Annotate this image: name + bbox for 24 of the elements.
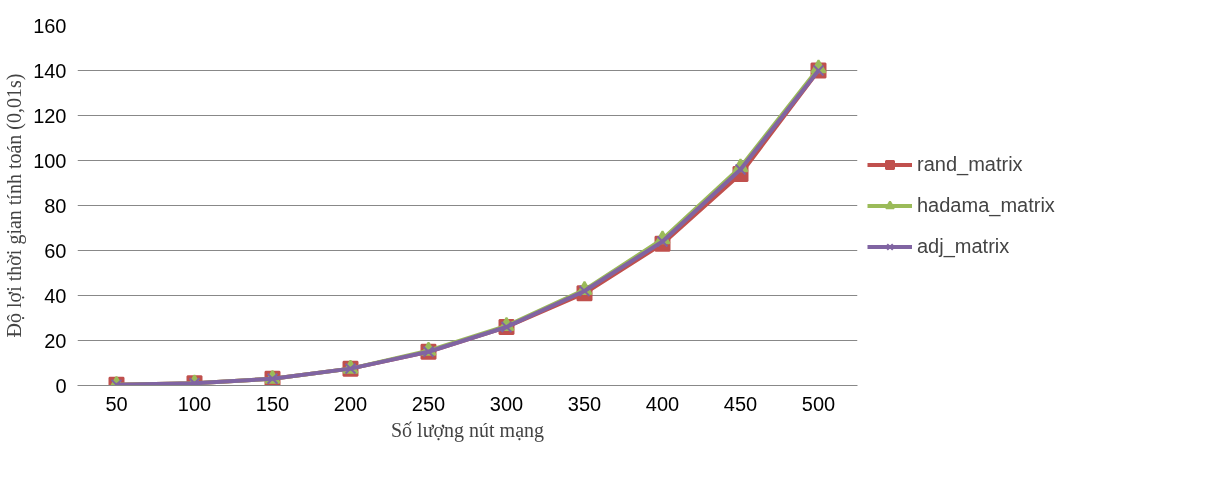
x-axis-title: Số lượng nút mạng	[390, 418, 545, 442]
x-tick-label: 100	[177, 392, 212, 415]
x-tick-label: 300	[489, 392, 524, 415]
legend-label: adj_matrix	[917, 234, 1010, 258]
y-tick-label: 140	[33, 59, 67, 82]
x-tick-label: 150	[255, 392, 290, 415]
legend-label: hadama_matrix	[917, 193, 1055, 217]
y-tick-label: 0	[55, 374, 67, 397]
y-tick-label: 60	[44, 239, 67, 262]
y-tick-label: 160	[33, 14, 67, 37]
y-tick-label: 40	[44, 284, 67, 307]
y-axis-title: Độ lợi thời gian tính toán (0,01s)	[3, 73, 27, 338]
x-tick-label: 500	[801, 392, 836, 415]
x-tick-label: 200	[333, 392, 368, 415]
x-tick-label: 350	[567, 392, 602, 415]
x-tick-label: 50	[105, 392, 128, 415]
legend-label: rand_matrix	[917, 152, 1023, 176]
y-tick-label: 100	[33, 149, 67, 172]
y-tick-label: 80	[44, 194, 67, 217]
x-tick-label: 250	[411, 392, 446, 415]
x-tick-label: 400	[645, 392, 680, 415]
y-tick-label: 120	[33, 104, 67, 127]
x-tick-label: 450	[723, 392, 758, 415]
y-tick-label: 20	[44, 329, 67, 352]
